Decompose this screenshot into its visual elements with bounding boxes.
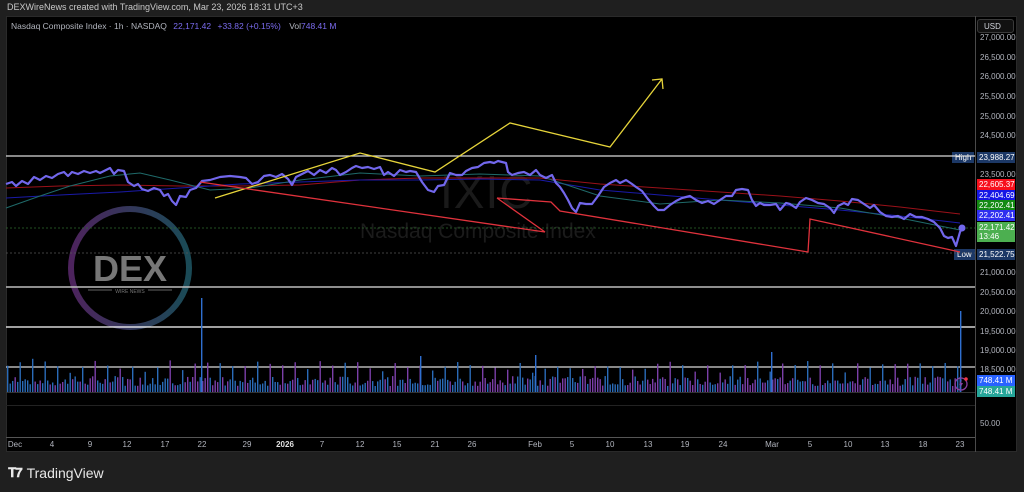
price-tag: 22,202.41: [977, 210, 1015, 221]
chart-caption: DEXWireNews created with TradingView.com…: [7, 2, 303, 12]
red-trendline-upper: [199, 181, 546, 233]
time-tick: 5: [807, 440, 813, 449]
time-tick: 12: [122, 440, 132, 449]
price-line: [5, 159, 963, 248]
price-tick: 26,500.00: [980, 53, 1016, 62]
price-tag: 23,988.27: [977, 152, 1015, 163]
price-tick: 19,500.00: [980, 327, 1016, 336]
price-tick: 21,000.00: [980, 268, 1016, 277]
chart-panel[interactable]: [6, 16, 1017, 452]
time-tick: Feb: [528, 440, 542, 449]
red-trendline-mid: [496, 197, 961, 253]
time-tick: 13: [880, 440, 890, 449]
yellow-projection-line: [214, 78, 663, 199]
time-tick: Mar: [765, 440, 779, 449]
price-tag: 748.41 M: [977, 386, 1015, 397]
legend-change: +33.82 (+0.15%): [217, 21, 281, 31]
time-tick: 26: [467, 440, 477, 449]
time-tick: 2026: [276, 440, 294, 449]
price-tag: 748.41 M: [977, 375, 1015, 386]
time-tick: 23: [955, 440, 965, 449]
price-tag: 21,522.75: [977, 249, 1015, 260]
lightning-alert-icon[interactable]: [953, 376, 969, 392]
legend-symbol: Nasdaq Composite Index · 1h · NASDAQ: [11, 21, 167, 31]
chart-legend: Nasdaq Composite Index · 1h · NASDAQ 22,…: [11, 21, 336, 31]
price-tick: 26,000.00: [980, 72, 1016, 81]
price-tag: 22,404.69: [977, 190, 1015, 201]
time-tick: 21: [430, 440, 440, 449]
time-tick: 15: [392, 440, 402, 449]
legend-volume-label: Vol: [289, 21, 302, 31]
price-tick: 18,500.00: [980, 365, 1016, 374]
legend-volume-value: 748.41 M: [301, 21, 337, 31]
time-tick: 29: [242, 440, 252, 449]
price-tag: 13:46: [977, 231, 1015, 242]
price-tick: 23,500.00: [980, 170, 1016, 179]
time-tick: 17: [160, 440, 170, 449]
time-tick: 18: [918, 440, 928, 449]
time-tick: 10: [605, 440, 615, 449]
time-tick: 9: [87, 440, 93, 449]
lower-pane-border: [6, 405, 975, 406]
legend-price: 22,171.42: [173, 21, 212, 31]
projection-arrowhead: [651, 78, 664, 90]
time-tick: 24: [718, 440, 728, 449]
dex-logo-overlay: DEX WIRE NEWS: [68, 206, 192, 330]
pane-separator[interactable]: [6, 392, 975, 393]
price-tick: 24,500.00: [980, 131, 1016, 140]
brand-text: TradingView: [26, 465, 104, 481]
last-price-dot: [958, 224, 966, 232]
svg-text:WIRE NEWS: WIRE NEWS: [115, 289, 145, 295]
price-axis-border: [975, 16, 976, 452]
svg-text:DEX: DEX: [93, 248, 167, 289]
price-tick: 20,000.00: [980, 307, 1016, 316]
time-axis[interactable]: [6, 437, 975, 452]
time-tick: 19: [680, 440, 690, 449]
price-tag: 22,605.37: [977, 179, 1015, 190]
price-tick: 19,000.00: [980, 346, 1016, 355]
volume-histogram: [7, 298, 962, 392]
time-tick: Dec: [7, 440, 23, 449]
high-label: High: [952, 152, 975, 163]
price-tag: 22,171.42: [977, 222, 1015, 233]
time-tick: 12: [355, 440, 365, 449]
time-tick: 10: [843, 440, 853, 449]
tradingview-logo-icon: 𝐓𝟕: [8, 465, 23, 480]
price-tick: 20,500.00: [980, 288, 1016, 297]
ma-red-line: [5, 177, 961, 215]
price-tick: 25,500.00: [980, 92, 1016, 101]
time-tick: 22: [197, 440, 207, 449]
lower-pane-mid-label: 50.00: [980, 419, 1001, 428]
price-tick: 27,000.00: [980, 33, 1016, 42]
time-tick: 13: [643, 440, 653, 449]
red-zigzag-1: [496, 197, 546, 233]
time-tick: 7: [319, 440, 325, 449]
currency-button[interactable]: USD: [977, 19, 1014, 33]
time-tick: 4: [49, 440, 55, 449]
time-tick: 5: [569, 440, 575, 449]
price-tag: 22,202.41: [977, 200, 1015, 211]
tradingview-brand[interactable]: 𝐓𝟕 TradingView: [8, 465, 104, 481]
price-tick: 25,000.00: [980, 112, 1016, 121]
low-label: Low: [954, 249, 975, 260]
